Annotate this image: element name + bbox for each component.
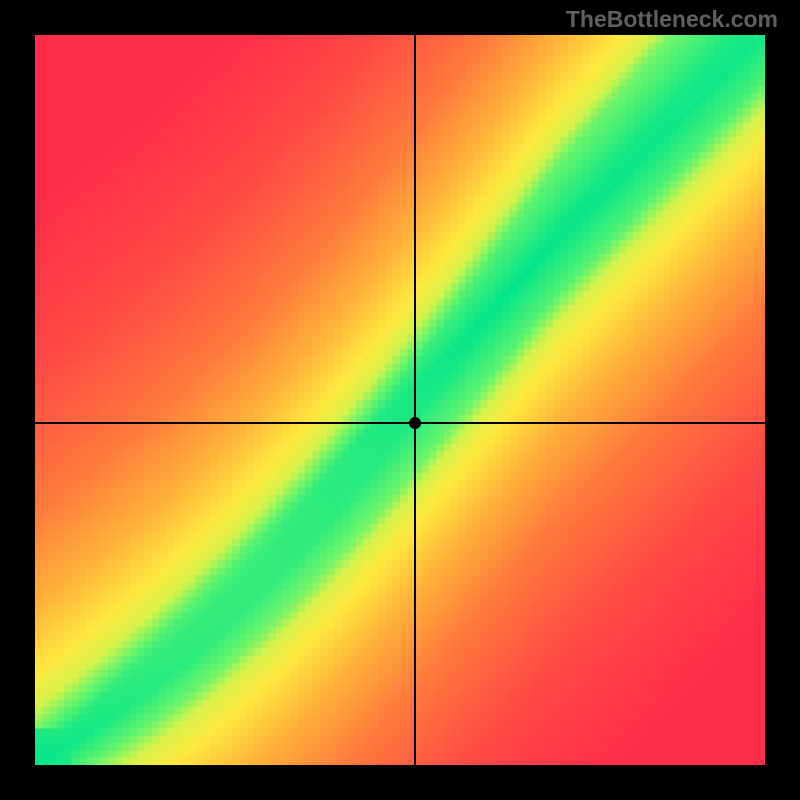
chart-frame: TheBottleneck.com: [0, 0, 800, 800]
marker-dot: [409, 417, 421, 429]
heatmap-canvas: [35, 35, 765, 765]
crosshair-vertical: [414, 35, 416, 765]
plot-area: [35, 35, 765, 765]
crosshair-horizontal: [35, 422, 765, 424]
watermark-text: TheBottleneck.com: [566, 6, 778, 33]
